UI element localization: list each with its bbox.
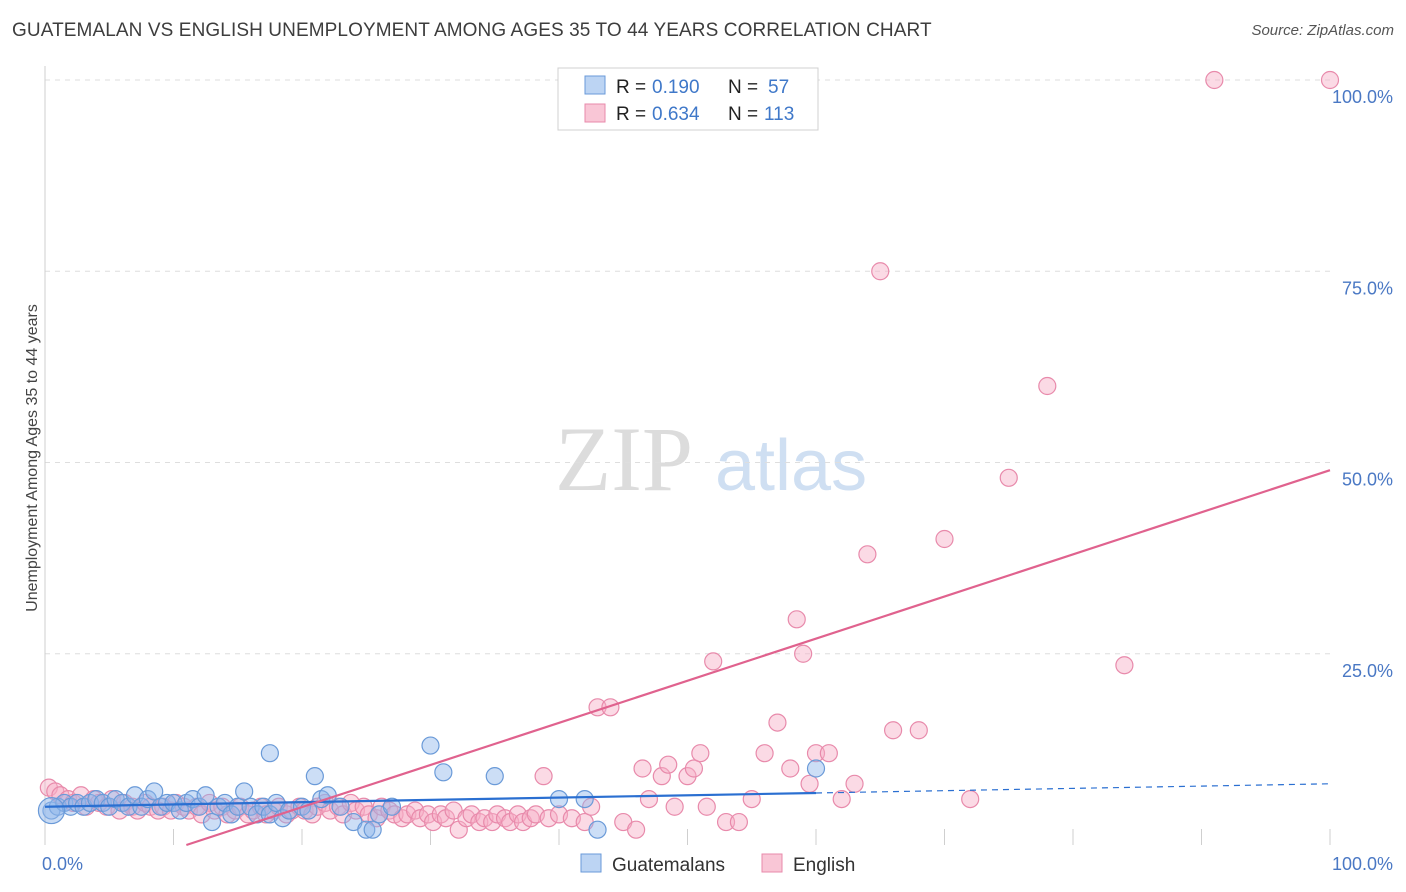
english-point (819, 744, 838, 763)
english-point (729, 812, 749, 832)
bottom-legend-english: English (793, 855, 855, 876)
tick-labels: 25.0% 50.0% 75.0% 100.0% 0.0% 100.0% (42, 87, 1393, 874)
english-point (534, 767, 553, 786)
english-point (781, 759, 800, 778)
guatemalan-point (575, 789, 594, 809)
guatemalan-point (190, 797, 209, 816)
guatemalan-point (235, 782, 254, 801)
english-point (436, 809, 456, 828)
english-point (665, 797, 684, 816)
english-point (1115, 656, 1134, 675)
guatemalan-point (202, 812, 222, 832)
english-point (871, 262, 890, 281)
watermark-atlas: atlas (715, 426, 867, 506)
english-point (794, 644, 813, 663)
english-point (684, 759, 704, 778)
guatemalan-point (421, 736, 440, 755)
chart-title: GUATEMALAN VS ENGLISH UNEMPLOYMENT AMONG… (12, 20, 932, 41)
y-tick-label: 25.0% (1342, 661, 1393, 681)
guatemalan-point (37, 796, 66, 825)
english-point (704, 652, 723, 671)
bottom-legend-guatemalans: Guatemalans (612, 855, 725, 876)
y-tick-label: 50.0% (1342, 470, 1393, 490)
legend-n-label-2: N = (728, 104, 758, 125)
english-point (1205, 70, 1224, 90)
bottom-legend-swatch-guatemalans (580, 853, 602, 873)
guatemalan-point (260, 744, 279, 763)
english-point (691, 744, 710, 763)
english-point (639, 789, 659, 809)
english-point (539, 809, 558, 828)
english-point (652, 767, 671, 786)
axes (44, 66, 1331, 845)
guatemalan-point (806, 759, 826, 778)
bottom-legend-swatch-english (761, 853, 783, 873)
grid-lines (45, 79, 1330, 655)
english-point (768, 713, 787, 732)
guatemalan-point (119, 797, 138, 816)
english-point (961, 789, 980, 809)
english-point (999, 468, 1018, 487)
guatemalan-point (434, 763, 453, 782)
y-tick-label: 75.0% (1342, 278, 1393, 298)
legend-r-value-1: 0.190 (652, 77, 700, 98)
watermark-zip: ZIP (555, 408, 693, 510)
english-point (858, 545, 877, 564)
legend-r-value-2: 0.634 (652, 104, 700, 125)
english-trend-line (186, 469, 1331, 847)
guatemalan-trend-extension (815, 783, 1331, 794)
legend-n-label-1: N = (728, 77, 758, 98)
x-tick-label: 0.0% (42, 854, 83, 874)
english-point (832, 789, 851, 809)
legend-n-value-1: 57 (768, 77, 789, 98)
y-axis-title: Unemployment Among Ages 35 to 44 years (24, 304, 41, 612)
english-point (1038, 376, 1057, 396)
english-point (755, 744, 774, 763)
english-point (909, 721, 928, 740)
y-tick-label: 100.0% (1332, 87, 1393, 107)
guatemalan-point (485, 767, 504, 786)
english-point (787, 610, 806, 629)
guatemalan-point (357, 820, 376, 839)
guatemalan-point (382, 797, 402, 816)
guatemalan-point (363, 820, 382, 839)
trend-lines (44, 469, 1331, 847)
legend-box: R = 0.190 N = 57 R = 0.634 N = 113 (557, 67, 819, 131)
x-tick-label: 100.0% (1332, 854, 1393, 874)
legend-swatch-english (584, 103, 606, 123)
english-point (1320, 70, 1340, 90)
english-point (800, 774, 819, 793)
guatemalan-point (549, 789, 569, 809)
legend-swatch-guatemalans (584, 75, 606, 95)
english-point (845, 774, 864, 793)
source-label: Source: ZipAtlas.com (1251, 22, 1394, 39)
english-point (633, 759, 652, 778)
legend-n-value-2: 113 (764, 104, 794, 125)
english-point (935, 529, 954, 549)
guatemalan-point (588, 820, 607, 839)
english-point (697, 797, 716, 816)
guatemalan-trend-line (44, 791, 817, 808)
english-point (501, 812, 520, 832)
english-point (659, 755, 678, 774)
legend-r-label-2: R = (616, 104, 646, 125)
english-point (806, 744, 826, 763)
guatemalan-point (305, 767, 324, 786)
english-point (626, 820, 646, 839)
english-point (716, 812, 736, 832)
bottom-legend: Guatemalans English (580, 853, 855, 876)
english-point (883, 721, 903, 740)
english-point (601, 698, 620, 717)
legend-r-label-1: R = (616, 77, 646, 98)
guatemalan-point (145, 782, 164, 801)
